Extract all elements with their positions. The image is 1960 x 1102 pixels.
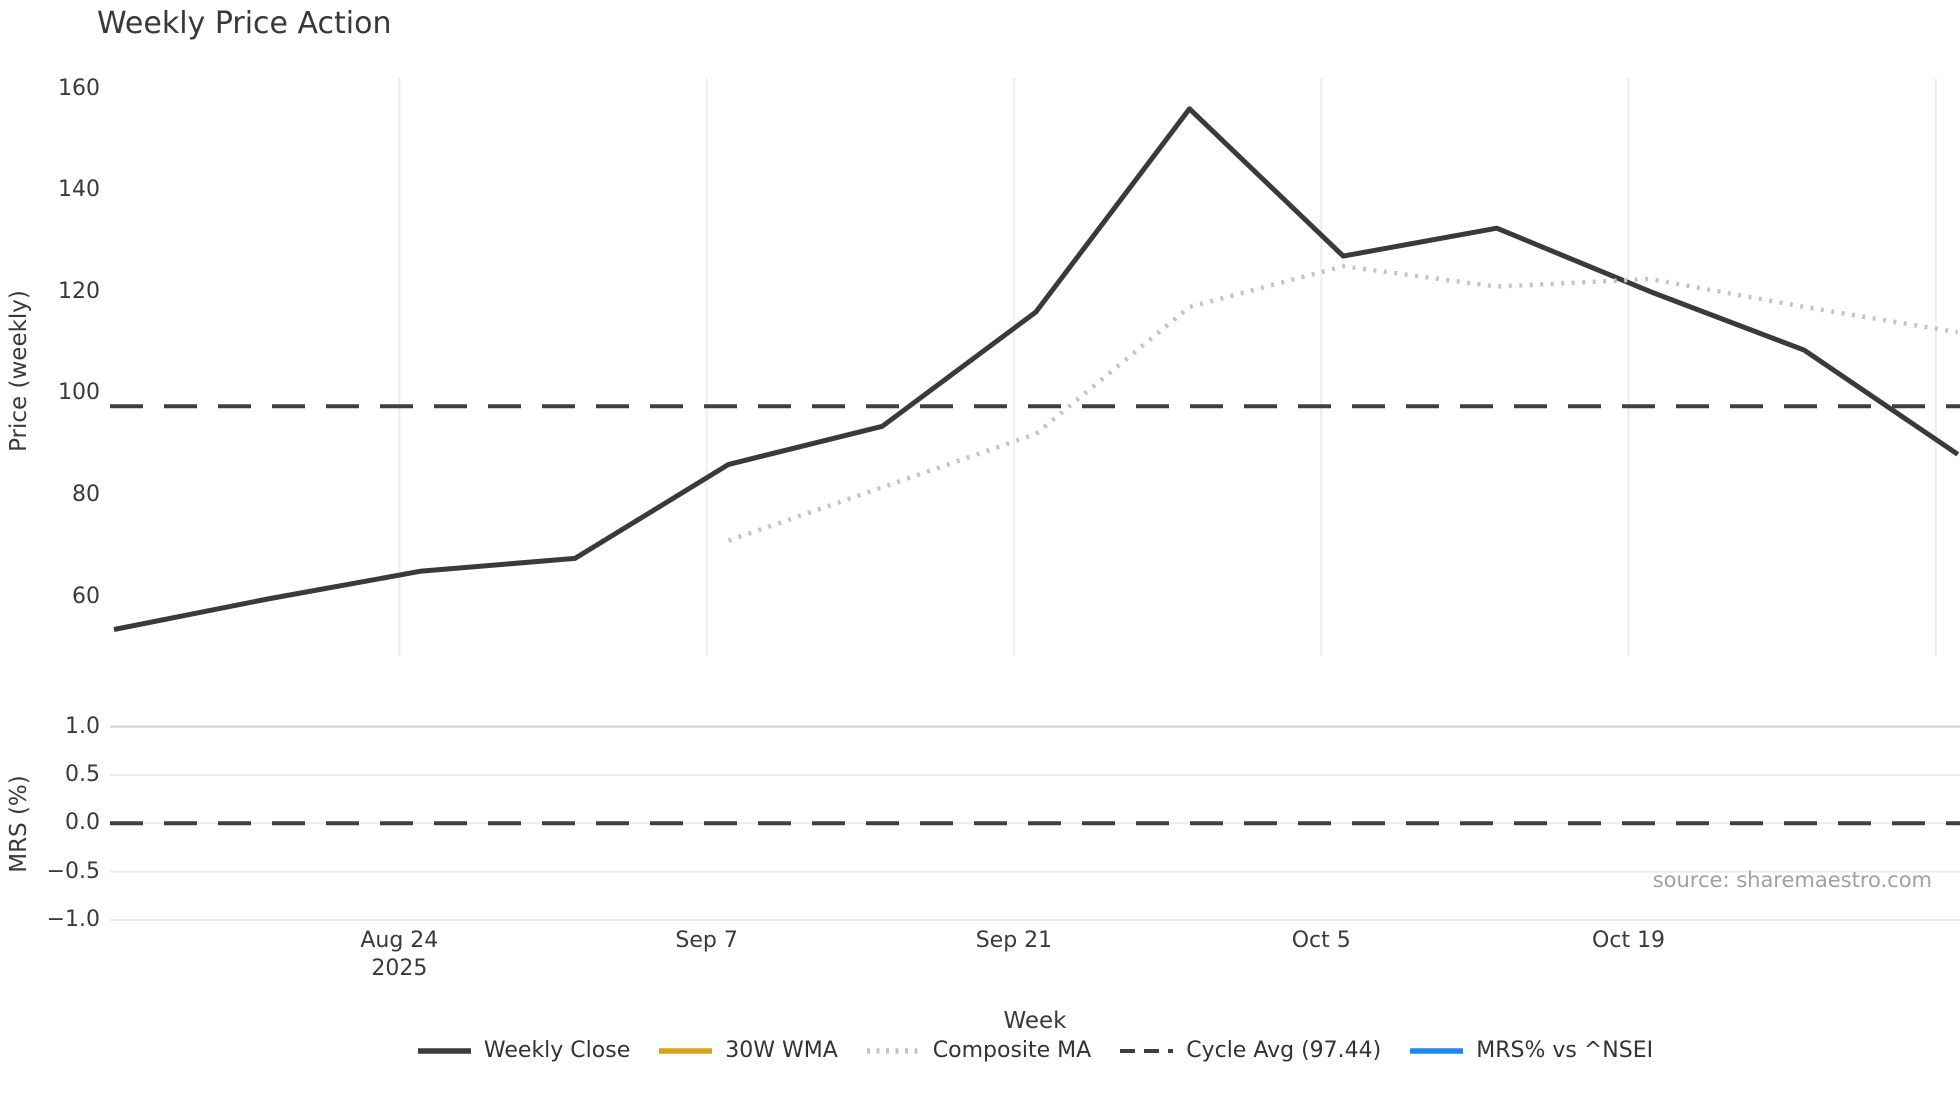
price-y-tick-label: 100 <box>58 380 100 406</box>
mrs-y-tick-label: 1.0 <box>65 713 100 739</box>
source-credit: source: sharemaestro.com <box>1652 868 1932 892</box>
x-tick-label: Oct 19 <box>1592 928 1666 953</box>
legend-item: Cycle Avg (97.44) <box>1119 1038 1381 1063</box>
mrs-y-tick-label: −0.5 <box>46 858 100 884</box>
legend-label: Weekly Close <box>483 1038 631 1063</box>
legend-swatch-solid-icon <box>1410 1047 1464 1054</box>
mrs-y-tick-label: 0.0 <box>65 810 100 836</box>
legend-label: MRS% vs ^NSEI <box>1476 1038 1654 1063</box>
legend-label: Cycle Avg (97.44) <box>1186 1038 1382 1063</box>
legend-swatch-dotted-icon <box>866 1047 920 1054</box>
legend-label: 30W WMA <box>725 1038 838 1063</box>
mrs-y-tick-label: 0.5 <box>65 761 100 787</box>
price-y-tick-label: 60 <box>72 583 100 609</box>
x-tick-label: Sep 21 <box>975 928 1053 953</box>
price-y-tick-label: 160 <box>58 75 100 101</box>
weekly-close-line <box>113 106 1960 632</box>
legend: Weekly Close 30W WMA Composite MA Cycle Avg… <box>110 1038 1960 1063</box>
x-tick-label: Oct 5 <box>1291 928 1351 953</box>
composite-ma-line <box>727 264 1959 543</box>
x-tick-label: Sep 7 <box>675 928 738 953</box>
price-y-tick-label: 120 <box>58 278 100 304</box>
legend-swatch-solid-icon <box>659 1047 713 1054</box>
legend-label: Composite MA <box>932 1038 1092 1063</box>
mrs-y-tick-label: −1.0 <box>46 907 100 932</box>
legend-swatch-dashed-icon <box>1120 1048 1174 1053</box>
price-y-tick-label: 80 <box>72 481 100 507</box>
price-y-tick-label: 140 <box>58 177 100 203</box>
x-tick-label: Aug 24 2025 <box>360 928 439 981</box>
legend-item: Composite MA <box>866 1038 1091 1063</box>
legend-item: 30W WMA <box>658 1038 838 1063</box>
legend-item: MRS% vs ^NSEI <box>1409 1038 1653 1063</box>
legend-item: Weekly Close <box>417 1038 630 1063</box>
legend-swatch-solid-icon <box>417 1047 471 1054</box>
chart-title: Weekly Price Action <box>97 6 392 41</box>
x-axis-label: Week <box>1003 1008 1067 1034</box>
